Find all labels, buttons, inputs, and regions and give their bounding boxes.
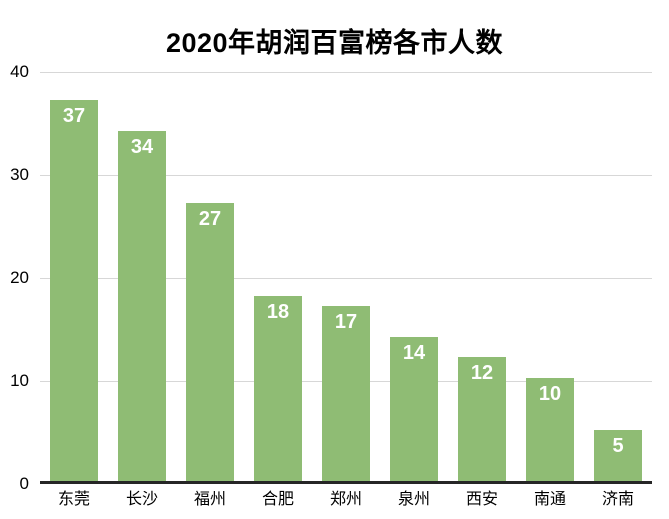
bar-slot: 10 [516,72,584,481]
x-tick-label: 西安 [465,491,498,508]
bar-value-label: 12 [470,362,494,385]
bar-slot: 12 [448,72,516,481]
bar-slot: 17 [312,72,380,481]
bar-slot: 18 [244,72,312,481]
bar-value-label: 17 [334,310,358,333]
chart-title: 2020年胡润百富榜各市人数 [165,28,504,58]
bar-福州: 27 [186,202,234,481]
bar-slot: 37 [40,72,108,481]
x-tick-label: 合肥 [261,491,294,508]
plot-area: 37 34 27 18 17 14 12 10 5 [40,72,652,484]
bar-slot: 14 [380,72,448,481]
gridline-40 [40,72,652,73]
x-axis: 东莞 长沙 福州 合肥 郑州 泉州 西安 南通 济南 [40,490,652,510]
bar-东莞: 37 [50,99,98,481]
y-tick-label: 40 [10,62,29,81]
x-tick-label: 福州 [193,491,226,508]
gridline-30 [40,175,652,176]
bar-合肥: 18 [254,295,302,481]
gridline-20 [40,278,652,279]
bar-郑州: 17 [322,305,370,481]
x-tick-label: 泉州 [397,491,430,508]
bar-长沙: 34 [118,130,166,481]
bar-value-label: 18 [266,300,290,323]
bar-value-label: 5 [612,434,624,457]
x-tick-label: 济南 [601,491,634,508]
bar-西安: 12 [458,357,506,481]
bar-slot: 34 [108,72,176,481]
x-tick-label: 东莞 [57,491,90,508]
bar-value-label: 37 [62,104,86,127]
bar-value-label: 34 [130,135,154,158]
y-tick-label: 30 [10,165,29,184]
bars-row: 37 34 27 18 17 14 12 10 5 [40,72,652,481]
y-tick-label: 20 [10,268,29,287]
bar-济南: 5 [594,429,642,481]
y-axis: 40 30 20 10 0 [0,63,30,493]
x-tick-label: 长沙 [125,491,158,508]
y-tick-label: 0 [19,474,29,493]
x-tick-label: 南通 [533,491,566,508]
bar-value-label: 27 [198,207,222,230]
bar-泉州: 14 [390,336,438,481]
bar-value-label: 14 [402,341,426,364]
bar-slot: 5 [584,72,652,481]
bar-slot: 27 [176,72,244,481]
x-tick-label: 郑州 [329,491,362,508]
bar-南通: 10 [526,378,574,481]
bar-value-label: 10 [538,383,562,405]
y-tick-label: 10 [10,371,29,390]
